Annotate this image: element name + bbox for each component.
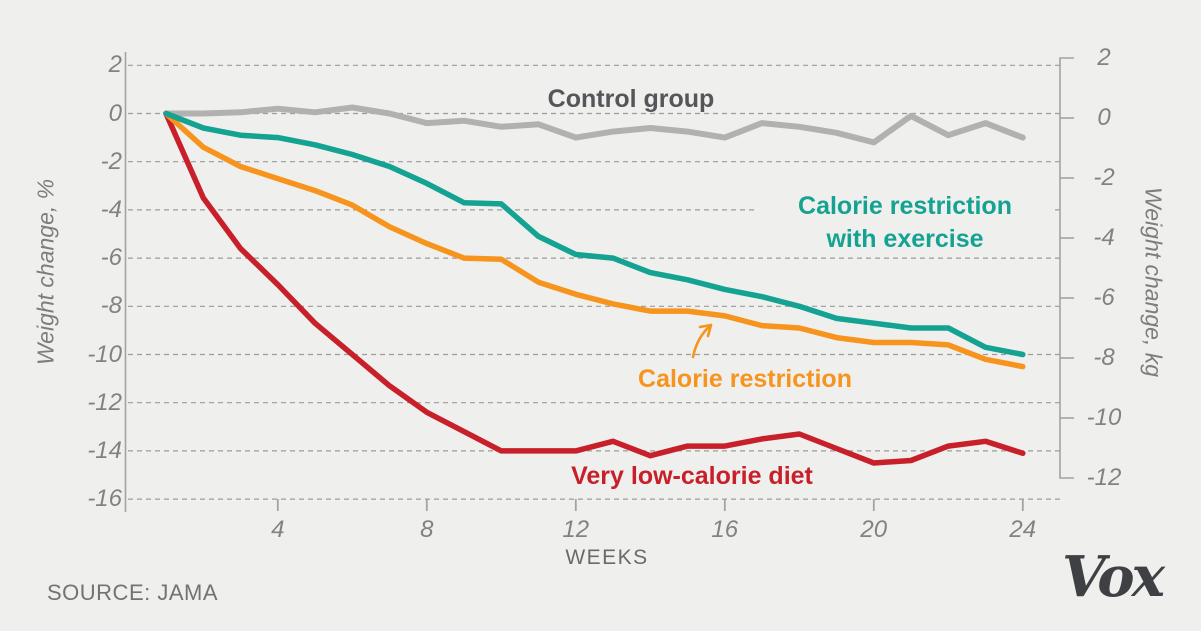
- y-tick-label-percent: -2: [100, 147, 122, 175]
- y-tick-label-kg: -8: [1093, 344, 1115, 371]
- series-line: [163, 104, 1026, 146]
- calorie-restriction-arrow-icon: [691, 323, 713, 359]
- y-tick-label-percent: 0: [108, 99, 122, 127]
- y-tick-label-kg: -6: [1093, 284, 1115, 311]
- y-tick-label-percent: 2: [108, 51, 122, 79]
- vox-logo: Vox: [1061, 544, 1165, 610]
- x-tick-label-weeks: 8: [420, 516, 434, 543]
- y-tick-label-percent: -8: [100, 292, 122, 320]
- y-tick-label-kg: 0: [1097, 104, 1111, 131]
- x-axis-title: WEEKS: [565, 546, 649, 569]
- annotation-line-2: with exercise: [826, 225, 984, 253]
- y-tick-label-percent: -10: [87, 340, 122, 368]
- source-credit: SOURCE: JAMA: [47, 580, 219, 605]
- y-tick-label-percent: -4: [100, 195, 122, 223]
- y-tick-label-kg: -2: [1093, 164, 1115, 191]
- y-axis-title-left: Weight change, %: [32, 178, 59, 366]
- x-tick-label-weeks: 4: [271, 516, 285, 543]
- annotation-line-1: Calorie restriction: [798, 192, 1012, 220]
- y-tick-label-percent: -16: [87, 485, 122, 513]
- y-axis-title-right: Weight change, kg: [1140, 186, 1167, 378]
- y-tick-label-percent: -6: [100, 244, 122, 272]
- y-tick-label-percent: -14: [87, 436, 122, 464]
- y-axis-right: [1059, 57, 1074, 479]
- x-tick-label-weeks: 20: [860, 516, 888, 543]
- y-tick-label-percent: -12: [87, 388, 122, 416]
- annotation-very-low-calorie-diet: Very low-calorie diet: [571, 462, 813, 490]
- x-tick-label-weeks: 16: [711, 516, 739, 543]
- series-line: [163, 110, 1026, 370]
- y-tick-label-kg: -10: [1086, 404, 1122, 431]
- y-tick-label-kg: -12: [1086, 464, 1122, 491]
- x-tick-label-weeks: 12: [562, 516, 590, 543]
- y-tick-label-kg: 2: [1097, 44, 1111, 71]
- y-tick-label-kg: -4: [1093, 224, 1115, 251]
- series-line: [163, 110, 1026, 466]
- annotation-calorie-restriction-with-exercise: Calorie restriction with exercise: [755, 190, 1055, 256]
- series-line: [163, 110, 1026, 358]
- annotation-control-group: Control group: [547, 85, 715, 113]
- annotation-calorie-restriction: Calorie restriction: [638, 365, 852, 393]
- x-tick-label-weeks: 24: [1009, 516, 1037, 543]
